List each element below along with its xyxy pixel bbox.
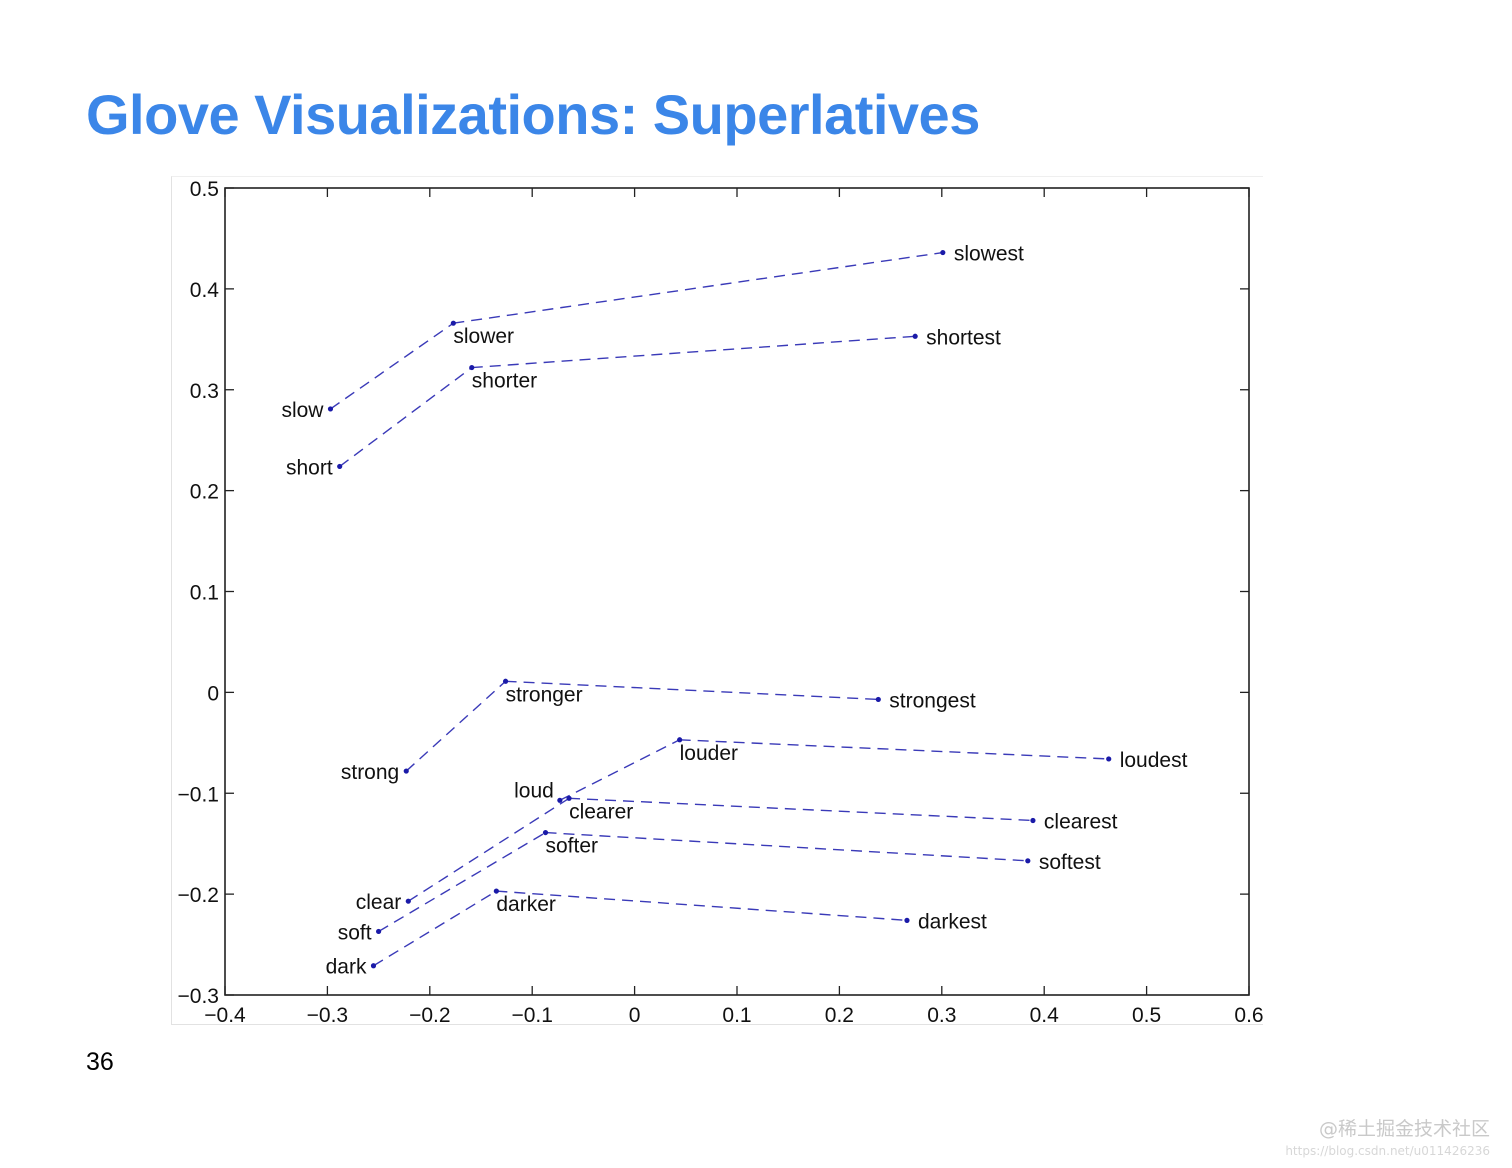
analogy-line [373,890,497,967]
word-label: loudest [1120,749,1188,772]
x-tick-label: 0.6 [1234,1004,1263,1024]
x-tick-label: 0.4 [1030,1004,1060,1024]
word-point [370,963,377,969]
word-label: slower [453,325,514,348]
watermark: @稀土掘金技术社区 https://blog.csdn.net/u0114262… [1285,1114,1490,1158]
word-label: strongest [889,689,976,712]
analogy-line [453,251,943,324]
x-tick-label: −0.2 [409,1004,450,1024]
analogy-line [496,890,908,922]
word-label: slow [281,399,324,422]
word-point [677,737,683,743]
word-label: stronger [506,683,583,706]
x-tick-label: −0.4 [204,1004,246,1024]
word-point [405,898,411,904]
word-point [904,917,910,923]
word-point [502,678,509,684]
word-label: short [286,456,333,479]
word-point [557,797,563,803]
word-label: soft [338,921,372,944]
y-tick-label: 0.1 [190,582,219,605]
analogy-lines [330,251,1109,967]
word-labels: slow slower slowest short shorter shortest str… [281,243,1187,979]
analogy-line [339,366,473,467]
word-point [450,320,456,326]
word-point [1106,756,1112,762]
word-label: softest [1039,851,1101,874]
analogy-line [378,831,546,933]
x-tick-label: 0.3 [927,1004,956,1024]
y-tick-label: −0.1 [178,783,219,806]
plot-box [224,187,1250,996]
word-points [327,249,1112,969]
y-tick-label: −0.3 [178,985,219,1008]
analogy-line [407,797,570,902]
word-point [337,463,343,470]
analogy-line [545,831,1028,862]
word-point [469,364,475,371]
analogy-line [505,680,879,701]
watermark-url: https://blog.csdn.net/u011426236 [1285,1144,1490,1158]
y-tick-label: −0.2 [178,884,219,907]
word-point [376,928,382,935]
word-point [327,406,334,412]
analogy-line [679,739,1109,760]
y-tick-label: 0 [207,682,219,705]
y-tick-label: 0.5 [190,178,219,201]
chart-frame: −0.4 −0.3 −0.2 −0.1 0 0.1 0.2 0.3 0.4 0.5 0.6 −0.3−… [171,176,1263,1025]
y-tick-label: 0.3 [190,380,219,403]
slide-number: 36 [86,1048,114,1076]
word-label: shortest [926,326,1001,349]
axes: −0.4 −0.3 −0.2 −0.1 0 0.1 0.2 0.3 0.4 0.5 0.6−0.3−… [178,178,1263,1024]
analogy-line [559,739,680,801]
word-point [566,795,572,801]
word-label: slowest [954,243,1024,266]
word-point [1025,858,1031,864]
word-label: softer [546,835,599,858]
x-tick-label: 0.2 [825,1004,854,1024]
x-tick-label: −0.1 [511,1004,552,1024]
word-label: clear [356,891,402,914]
word-label: strong [341,761,399,784]
word-label: louder [680,742,738,765]
word-label: loud [514,779,554,802]
word-label: darker [496,893,556,916]
word-point [875,696,881,703]
x-tick-label: 0.1 [722,1004,751,1024]
x-tick-label: 0 [629,1004,641,1024]
word-label: darkest [918,910,987,933]
word-point [403,768,409,774]
word-point [912,333,918,339]
x-tick-label: 0.5 [1132,1004,1161,1024]
word-point [542,829,549,836]
word-label: clearer [569,800,633,823]
analogy-line [471,335,916,369]
scatter-plot: −0.4 −0.3 −0.2 −0.1 0 0.1 0.2 0.3 0.4 0.5 0.6−0.3−… [178,178,1263,1024]
analogy-line [405,680,507,772]
word-label: shorter [472,370,537,393]
analogy-line [330,322,454,410]
y-tick-label: 0.2 [190,481,219,504]
analogy-line [569,797,1033,822]
slide-title: Glove Visualizations: Superlatives [86,83,980,146]
word-point [1030,817,1036,824]
word-label: dark [326,956,367,979]
word-point [493,888,499,894]
word-point [940,249,946,256]
y-tick-label: 0.4 [190,279,220,302]
word-label: clearest [1044,810,1118,833]
watermark-text: @稀土掘金技术社区 [1318,1118,1490,1140]
x-tick-label: −0.3 [307,1004,348,1024]
